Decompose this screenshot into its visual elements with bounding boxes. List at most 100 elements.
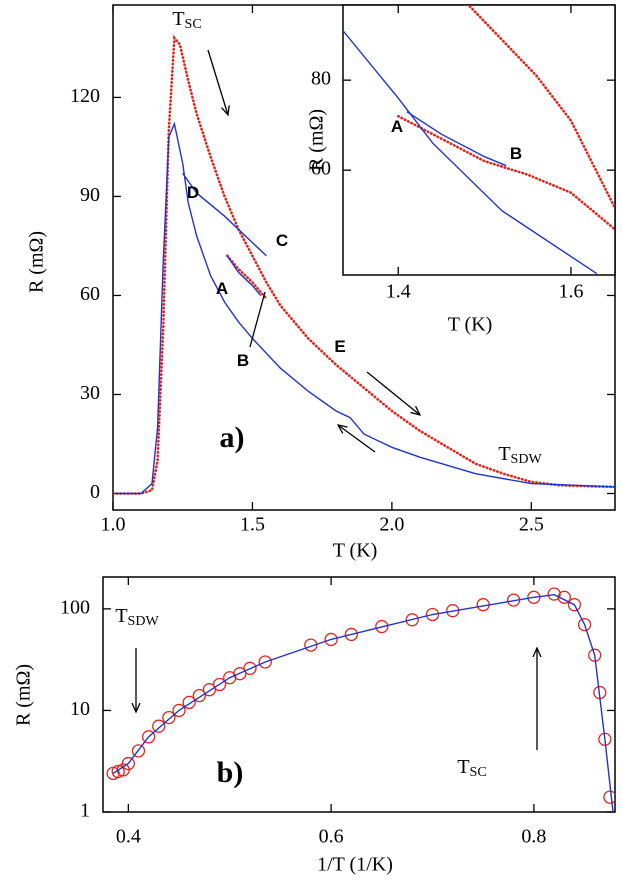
data-line <box>397 114 615 230</box>
annotation-sub: SC <box>470 765 487 780</box>
y-tick-label: 60 <box>80 283 100 305</box>
x-axis-label: 1/T (1/K) <box>317 854 393 876</box>
arrows <box>136 49 537 750</box>
x-tick-label: 0.6 <box>319 826 344 848</box>
annotation-text: B <box>510 144 522 163</box>
x-axis-label: T (K) <box>333 540 378 562</box>
y-tick-label: 10 <box>70 698 90 720</box>
x-tick-label: 1.5 <box>240 514 265 536</box>
y-tick-label: 0 <box>90 481 100 503</box>
annotation: TSDW <box>498 443 542 468</box>
y-axis-label: R (mΩ) <box>13 664 35 726</box>
data-point <box>324 632 338 647</box>
annotation: TSC <box>457 756 486 781</box>
annotation-text: T <box>172 8 184 30</box>
series-group <box>106 587 615 812</box>
data-point <box>258 655 272 669</box>
data-line <box>226 254 268 301</box>
data-point <box>304 638 318 652</box>
data-point <box>577 617 592 632</box>
y-axis-label: R (mΩ) <box>306 109 328 171</box>
data-line <box>343 30 598 275</box>
annotation: B <box>237 351 249 370</box>
annotation: TSC <box>172 8 201 33</box>
data-point <box>141 730 156 744</box>
x-tick-label: 1.4 <box>386 281 411 303</box>
annotation-text: A <box>216 279 228 298</box>
data-point <box>405 613 419 627</box>
x-axis-label: T (K) <box>448 314 493 336</box>
annotation-text: T <box>115 605 127 627</box>
data-point <box>344 627 359 642</box>
arrow <box>207 49 228 115</box>
annotation: E <box>334 337 345 356</box>
annotation: A <box>391 117 403 136</box>
data-point <box>152 719 166 733</box>
annotation: A <box>216 279 228 298</box>
data-line <box>466 5 615 208</box>
data-point <box>121 756 135 771</box>
annotation-text: A <box>391 117 403 136</box>
data-line <box>226 255 262 296</box>
plot-frame <box>102 576 616 813</box>
data-point <box>233 667 247 681</box>
annotation-text: B <box>237 351 249 370</box>
y-tick-label: 90 <box>80 184 100 206</box>
annotation-text: C <box>276 231 288 250</box>
annotation-text: T <box>457 756 469 778</box>
plot-frame <box>342 4 616 276</box>
data-point <box>603 790 615 804</box>
data-line <box>182 172 267 257</box>
y-tick-label: 100 <box>60 596 90 618</box>
data-point <box>425 607 440 622</box>
x-tick-label: 2.0 <box>379 514 404 536</box>
annotation-sub: SDW <box>511 452 543 467</box>
data-point <box>192 688 206 703</box>
data-point <box>547 587 561 601</box>
annotation: b) <box>217 756 244 789</box>
y-tick-label: 30 <box>80 382 100 404</box>
data-point <box>243 661 257 675</box>
annotation: TSDW <box>115 605 159 630</box>
annotation-text: b) <box>217 756 244 789</box>
annotation-text: E <box>334 337 345 356</box>
data-point <box>172 703 186 718</box>
annotation-sub: SC <box>185 17 202 32</box>
x-tick-label: 1.0 <box>101 514 126 536</box>
data-line <box>113 34 615 495</box>
data-point <box>162 710 176 725</box>
data-line <box>113 121 615 495</box>
y-tick-label: 1 <box>80 800 90 822</box>
annotation-text: D <box>187 183 199 202</box>
y-tick-label: 60 <box>311 158 331 180</box>
x-tick-label: 1.6 <box>558 281 583 303</box>
panel: 1.4 1.6 60 80 T (K) R (mΩ) A B <box>306 4 616 336</box>
arrow <box>338 425 376 453</box>
annotation: B <box>510 144 522 163</box>
x-tick-label: 2.5 <box>519 514 544 536</box>
annotation: D <box>187 183 199 202</box>
data-line <box>112 593 614 812</box>
data-point <box>375 619 389 634</box>
annotation: a) <box>220 421 245 454</box>
x-tick-label: 0.4 <box>116 826 141 848</box>
data-line <box>406 111 507 167</box>
series-group <box>113 34 615 495</box>
data-point <box>131 744 146 758</box>
annotation-text: a) <box>220 421 245 454</box>
annotation: C <box>276 231 288 250</box>
annotation-sub: SDW <box>128 614 160 629</box>
y-tick-label: 80 <box>311 68 331 90</box>
series-group <box>343 5 615 275</box>
annotation-text: T <box>498 443 510 465</box>
y-tick-label: 120 <box>70 85 100 107</box>
arrow <box>366 371 420 415</box>
data-point <box>527 590 541 604</box>
y-axis-label: R (mΩ) <box>26 231 48 293</box>
x-tick-label: 0.8 <box>521 826 546 848</box>
data-point <box>212 677 227 692</box>
data-point <box>182 695 196 710</box>
pointer <box>249 291 266 348</box>
